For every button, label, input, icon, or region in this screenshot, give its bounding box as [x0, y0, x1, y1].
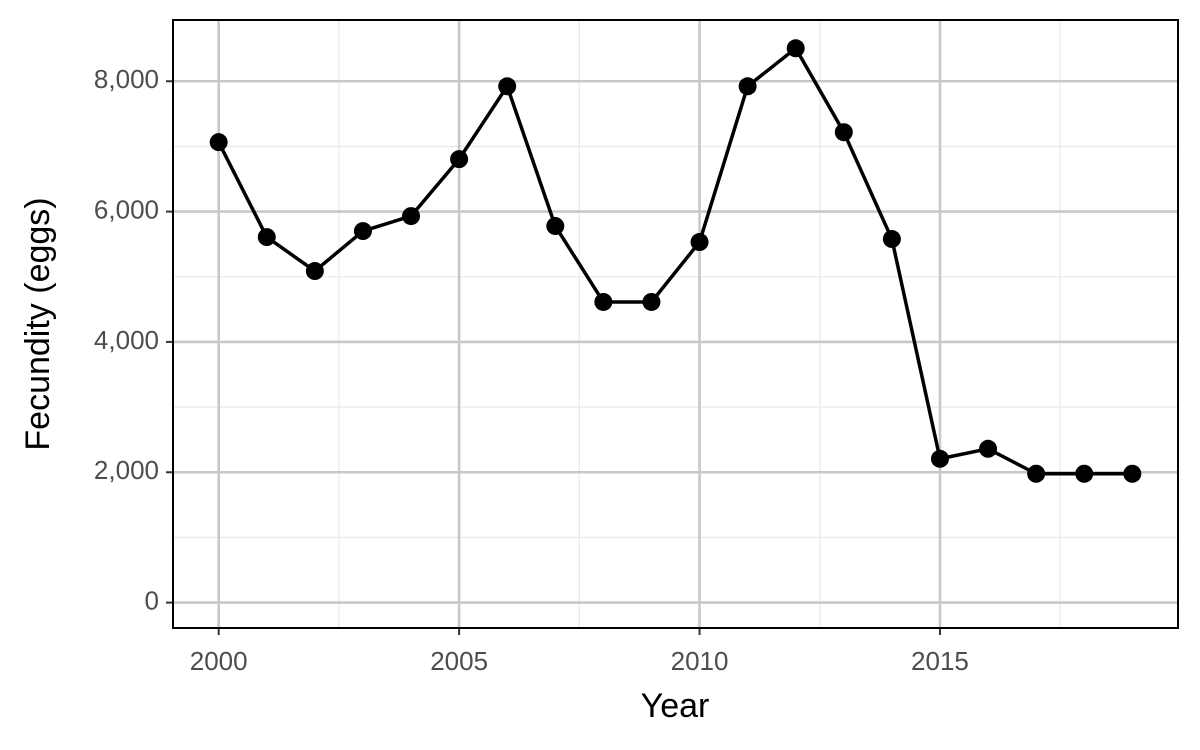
point — [209, 133, 228, 152]
x-tick-label: 2000 — [190, 646, 248, 676]
point — [546, 217, 565, 236]
plot-border — [172, 19, 1179, 629]
point — [834, 123, 853, 142]
point — [450, 150, 469, 169]
point — [882, 230, 901, 249]
point — [402, 207, 421, 226]
point — [353, 222, 372, 241]
point — [1075, 464, 1094, 483]
y-axis-title: Fecundity (eggs) — [19, 197, 57, 450]
point — [642, 292, 661, 311]
x-tick-label: 2015 — [911, 646, 969, 676]
x-axis-title: Year — [641, 687, 710, 725]
point — [305, 262, 324, 281]
y-tick-label: 8,000 — [94, 64, 159, 94]
y-tick-label: 0 — [145, 585, 159, 615]
point — [498, 77, 517, 96]
point — [690, 233, 709, 252]
y-tick-label: 2,000 — [94, 455, 159, 485]
point — [738, 77, 757, 96]
point — [786, 39, 805, 58]
line — [217, 46, 1133, 476]
point — [979, 439, 998, 458]
x-tick-label: 2010 — [671, 646, 729, 676]
point — [930, 449, 949, 468]
point — [257, 228, 276, 247]
y-tick-label: 4,000 — [94, 325, 159, 355]
point — [1123, 464, 1142, 483]
point — [594, 292, 613, 311]
y-tick-label: 6,000 — [94, 194, 159, 224]
x-tick-label: 2005 — [430, 646, 488, 676]
point — [1027, 464, 1046, 483]
